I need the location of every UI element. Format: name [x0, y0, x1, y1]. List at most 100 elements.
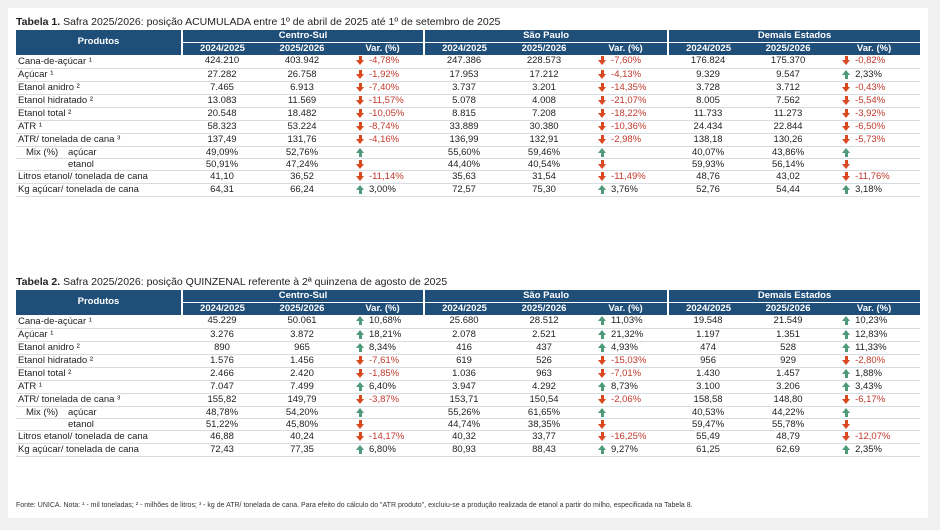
cell-prev-year: 17.953: [424, 68, 505, 82]
cell-variation: -6,50%: [828, 120, 921, 134]
cell-variation: 10,23%: [828, 315, 921, 329]
col-header-produtos: Produtos: [16, 290, 182, 316]
cell-curr-year: 4.292: [504, 380, 585, 394]
col-header-year-curr: 2025/2026: [262, 42, 342, 55]
cell-curr-year: 148,80: [748, 393, 829, 407]
variation-value: -11,14%: [369, 170, 404, 182]
variation-value: 2,35%: [855, 443, 882, 455]
variation-value: -14,35%: [611, 81, 647, 93]
variation-value: -3,92%: [855, 107, 886, 119]
mix-sublabel: açúcar: [68, 146, 97, 158]
cell-prev-year: 50,91%: [182, 158, 262, 171]
cell-variation: [828, 418, 921, 431]
cell-curr-year: 1.457: [748, 367, 829, 381]
cell-curr-year: 53.224: [262, 120, 342, 134]
cell-curr-year: 47,24%: [262, 158, 342, 171]
cell-curr-year: 22.844: [748, 120, 829, 134]
cell-curr-year: 1.456: [262, 354, 342, 368]
cell-variation: -2,06%: [584, 393, 669, 407]
variation-value: -11,49%: [611, 170, 646, 182]
variation-value: -10,36%: [611, 120, 647, 132]
cell-prev-year: 35,63: [424, 170, 505, 184]
table1-caption-label: Tabela 1.: [16, 16, 61, 28]
cell-curr-year: 31,54: [504, 170, 585, 184]
cell-variation: -1,85%: [342, 367, 425, 381]
cell-prev-year: 13.083: [182, 94, 262, 108]
cell-prev-year: 956: [668, 354, 749, 368]
cell-variation: -1,92%: [342, 68, 425, 82]
cell-variation: -11,76%: [828, 170, 921, 184]
table-row: Etanol anidro ² 890 965 8,34% 416 437 4,93% 474…: [16, 341, 921, 355]
arrow-up-icon: [842, 368, 851, 378]
variation-value: -1,92%: [369, 68, 400, 80]
col-header-year-prev: 2024/2025: [181, 42, 262, 55]
cell-curr-year: 403.942: [262, 55, 342, 69]
cell-prev-year: 40,53%: [668, 406, 749, 419]
cell-curr-year: 48,79: [748, 430, 829, 444]
variation-value: -3,87%: [369, 393, 400, 405]
variation-value: -14,17%: [369, 430, 405, 442]
cell-curr-year: 929: [748, 354, 829, 368]
arrow-down-icon: [842, 82, 851, 92]
row-label: Etanol hidratado ²: [16, 94, 182, 108]
cell-curr-year: 77,35: [262, 443, 342, 457]
cell-prev-year: 59,93%: [668, 158, 749, 171]
cell-variation: 6,40%: [342, 380, 425, 394]
arrow-down-icon: [842, 355, 851, 365]
cell-variation: -5,73%: [828, 133, 921, 147]
cell-variation: -5,54%: [828, 94, 921, 108]
variation-value: 18,21%: [369, 328, 402, 340]
col-header-var: Var. (%): [342, 302, 425, 315]
cell-variation: -12,07%: [828, 430, 921, 444]
arrow-down-icon: [842, 134, 851, 144]
arrow-down-icon: [356, 431, 364, 441]
table-row: Cana-de-açúcar ¹ 424.210 403.942 -4,78% 247.…: [16, 55, 921, 69]
arrow-up-icon: [598, 316, 607, 326]
variation-value: 9,27%: [611, 443, 638, 455]
cell-curr-year: 7.499: [262, 380, 342, 394]
table1-caption: Tabela 1. Safra 2025/2026: posição ACUMU…: [16, 16, 500, 28]
row-label: Cana-de-açúcar ¹: [16, 315, 182, 329]
row-label: Cana-de-açúcar ¹: [16, 55, 182, 69]
arrow-down-icon: [598, 82, 607, 92]
variation-value: -7,40%: [369, 81, 400, 93]
cell-variation: -21,07%: [584, 94, 669, 108]
variation-value: 3,00%: [369, 183, 396, 195]
variation-value: -8,74%: [369, 120, 400, 132]
arrow-up-icon: [842, 381, 851, 391]
table-row: Açúcar ¹ 27.282 26.758 -1,92% 17.953 17.212 -4…: [16, 68, 921, 82]
cell-prev-year: 416: [424, 341, 505, 355]
cell-prev-year: 1.430: [668, 367, 749, 381]
cell-variation: 10,68%: [342, 315, 425, 329]
variation-value: -5,73%: [855, 133, 886, 145]
cell-curr-year: 2.420: [262, 367, 342, 381]
arrow-down-icon: [356, 56, 364, 66]
mix-label: Mix (%): [26, 146, 59, 158]
cell-variation: [342, 158, 425, 171]
table-row: etanol 50,91% 47,24% 44,40% 40,54% 59,93% 56,1…: [16, 158, 921, 171]
table-row: Açúcar ¹ 3.276 3.872 18,21% 2.078 2.521 21,32%…: [16, 328, 921, 342]
table1: Produtos Centro-Sul São Paulo Demais Est…: [16, 30, 921, 197]
col-header-var: Var. (%): [828, 302, 921, 315]
row-label: Etanol anidro ²: [16, 81, 182, 95]
cell-variation: -11,57%: [342, 94, 425, 108]
cell-prev-year: 55,60%: [424, 146, 505, 159]
cell-curr-year: 50.061: [262, 315, 342, 329]
cell-curr-year: 3.872: [262, 328, 342, 342]
arrow-down-icon: [842, 108, 851, 118]
col-header-year-curr: 2025/2026: [262, 302, 342, 315]
mix-sublabel: etanol: [68, 418, 94, 430]
cell-variation: -2,98%: [584, 133, 669, 147]
cell-prev-year: 3.947: [424, 380, 505, 394]
cell-variation: 8,34%: [342, 341, 425, 355]
cell-curr-year: 45,80%: [262, 418, 342, 431]
arrow-down-icon: [598, 368, 607, 378]
table-row: Etanol total ² 20.548 18.482 -10,05% 8.815 7.…: [16, 107, 921, 121]
table-row: Litros etanol/ tonelada de cana 46,88 40,2…: [16, 430, 921, 444]
cell-prev-year: 52,76: [668, 183, 749, 197]
row-label: Kg açúcar/ tonelada de cana: [16, 443, 182, 457]
cell-variation: [584, 418, 669, 431]
cell-variation: 9,27%: [584, 443, 669, 457]
cell-prev-year: 48,78%: [182, 406, 262, 419]
arrow-up-icon: [842, 316, 851, 326]
